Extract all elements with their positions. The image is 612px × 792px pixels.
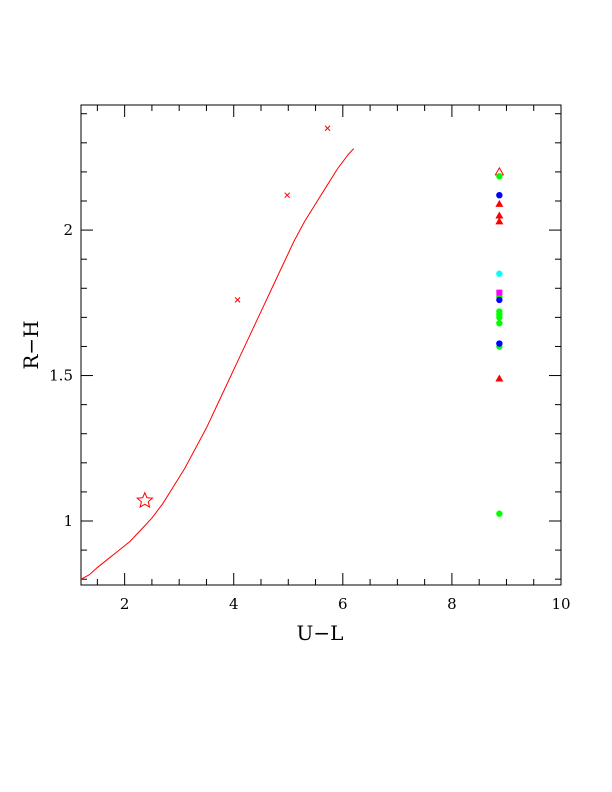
tick-labels: 2 4 6 8 10 1 1.5 2	[49, 221, 570, 613]
data-point	[495, 211, 504, 219]
y-axis-label: R−H	[19, 320, 43, 369]
y-tick-label: 2	[63, 221, 73, 239]
plot-area	[81, 125, 505, 580]
x-tick-label: 2	[120, 595, 130, 613]
data-point	[495, 217, 504, 225]
data-point	[496, 510, 503, 517]
x-axis-label: U−L	[297, 621, 344, 645]
x-tick-label: 4	[229, 595, 239, 613]
data-point	[496, 296, 503, 304]
ticks	[81, 105, 562, 585]
axes	[80, 104, 562, 586]
data-point	[496, 340, 503, 347]
x-tick-label: 8	[447, 595, 457, 613]
data-point	[496, 311, 503, 318]
star-marker	[135, 491, 154, 509]
y-tick-label: 1.5	[49, 367, 73, 385]
data-point	[495, 374, 504, 382]
data-point	[496, 270, 503, 277]
data-point	[496, 173, 503, 180]
x-tick-label: 6	[338, 595, 348, 613]
data-point	[496, 289, 503, 296]
data-point	[496, 319, 503, 327]
y-tick-label: 1	[63, 512, 73, 530]
curve-marker	[324, 125, 331, 132]
curve-marker	[234, 297, 241, 303]
data-point	[496, 191, 503, 199]
x-tick-label: 10	[551, 595, 570, 613]
model-curve	[81, 148, 355, 580]
plot-frame	[80, 104, 562, 586]
data-point	[495, 199, 504, 207]
curve-marker	[284, 192, 291, 199]
